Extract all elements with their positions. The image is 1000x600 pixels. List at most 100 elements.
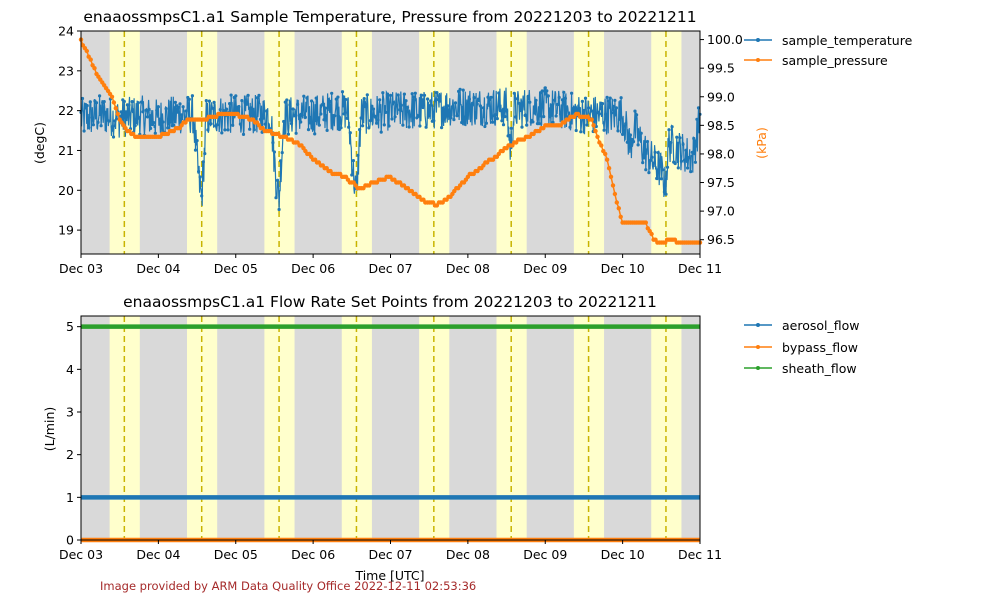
- data-point: [370, 104, 374, 108]
- data-point: [571, 109, 575, 113]
- data-point: [614, 200, 619, 205]
- data-point: [446, 104, 450, 108]
- data-point: [376, 118, 380, 122]
- data-point: [209, 122, 213, 126]
- data-point: [210, 106, 215, 110]
- data-point: [424, 125, 428, 129]
- data-point: [325, 128, 329, 132]
- data-point: [109, 94, 115, 100]
- data-point: [272, 150, 276, 154]
- y-tick-label-right: 98.5: [707, 118, 735, 133]
- data-point: [263, 122, 267, 126]
- data-point: [323, 106, 328, 110]
- data-point: [667, 128, 671, 132]
- data-point: [653, 150, 657, 154]
- data-point: [624, 122, 628, 126]
- data-point: [600, 102, 605, 106]
- data-point: [412, 95, 416, 99]
- data-point: [90, 116, 94, 120]
- data-point: [201, 160, 205, 164]
- data-point: [84, 48, 90, 54]
- data-point: [224, 107, 229, 111]
- data-point: [608, 174, 614, 179]
- data-point: [574, 128, 578, 133]
- legend-label-bypass-flow: bypass_flow: [782, 340, 858, 355]
- data-point: [655, 176, 659, 181]
- data-point: [426, 97, 430, 101]
- data-point: [402, 92, 406, 96]
- data-point: [682, 158, 687, 162]
- data-point: [342, 112, 346, 116]
- data-point: [487, 97, 492, 102]
- data-point: [286, 132, 290, 136]
- data-point: [274, 196, 278, 200]
- data-point: [152, 121, 156, 125]
- data-point: [330, 91, 334, 95]
- data-point: [552, 98, 557, 102]
- data-point: [475, 102, 479, 106]
- data-point: [643, 220, 648, 225]
- data-point: [319, 112, 323, 116]
- data-point: [644, 168, 648, 172]
- y-tick-label: 2: [66, 447, 74, 462]
- data-point: [585, 123, 589, 127]
- data-point: [190, 94, 194, 98]
- data-point: [481, 106, 485, 110]
- data-point: [647, 171, 651, 175]
- data-point: [166, 126, 170, 130]
- data-point: [656, 151, 660, 155]
- data-point: [410, 92, 414, 96]
- data-point: [135, 121, 139, 125]
- data-point: [515, 97, 520, 101]
- data-point: [664, 192, 668, 196]
- data-point: [275, 178, 280, 182]
- y-tick-label: 22: [58, 103, 74, 118]
- data-point: [610, 111, 614, 115]
- y-axis-label-left-1: (degC): [32, 122, 47, 164]
- data-point: [308, 121, 312, 125]
- data-point: [252, 128, 256, 132]
- data-point: [648, 158, 653, 162]
- data-point: [390, 117, 394, 121]
- data-point: [641, 161, 645, 165]
- x-tick-label: Dec 03: [59, 547, 103, 562]
- plot-area-bottom: [81, 316, 700, 543]
- data-point: [599, 143, 604, 148]
- data-point: [317, 123, 321, 127]
- data-point: [616, 129, 620, 133]
- data-point: [119, 110, 123, 114]
- data-point: [512, 91, 516, 95]
- data-point: [556, 102, 560, 107]
- data-point: [486, 95, 490, 99]
- data-point: [300, 113, 304, 117]
- data-point: [111, 135, 116, 139]
- data-point: [351, 159, 355, 163]
- x-tick-label: Dec 10: [601, 261, 645, 276]
- night-background: [81, 316, 700, 540]
- y-axis-label-right-1: (kPa): [754, 127, 769, 159]
- data-point: [240, 99, 244, 103]
- data-point: [652, 161, 656, 165]
- data-point: [313, 132, 317, 136]
- data-point: [665, 165, 670, 169]
- legend-label-sheath-flow: sheath_flow: [782, 361, 857, 376]
- data-point: [255, 96, 259, 100]
- data-point: [563, 96, 568, 100]
- data-point: [474, 111, 478, 115]
- data-point: [673, 161, 677, 166]
- data-point: [642, 156, 646, 160]
- data-point: [669, 141, 673, 145]
- footer-credit: Image provided by ARM Data Quality Offic…: [100, 579, 476, 593]
- data-point: [508, 134, 512, 138]
- y-axis-label-2: (L/min): [42, 407, 57, 452]
- data-point: [347, 125, 351, 129]
- data-point: [91, 123, 95, 127]
- data-point: [296, 102, 300, 106]
- x-tick-label: Dec 11: [678, 261, 722, 276]
- data-point: [650, 155, 654, 159]
- data-point: [192, 127, 196, 131]
- data-point: [633, 109, 637, 113]
- data-point: [591, 123, 596, 128]
- data-point: [695, 117, 699, 121]
- data-point: [604, 112, 608, 116]
